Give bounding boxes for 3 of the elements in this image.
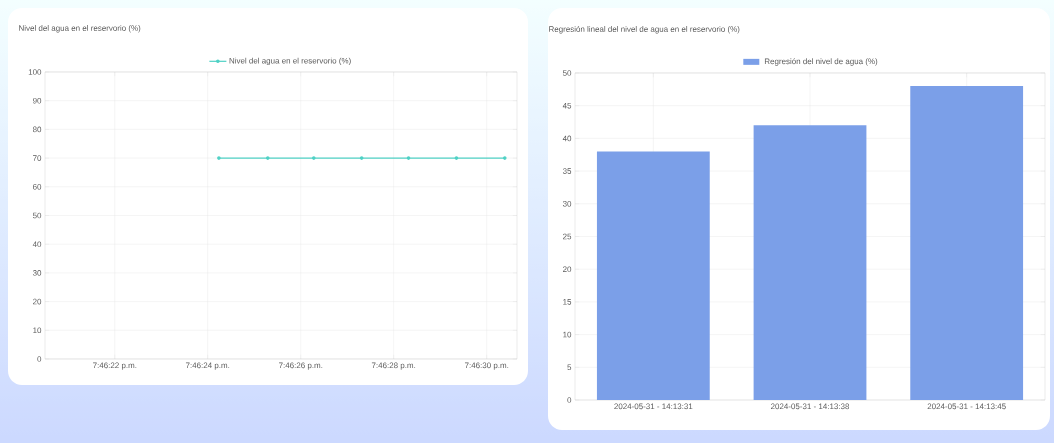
- bar: [596, 151, 710, 400]
- bar: [753, 125, 867, 400]
- bar: [910, 86, 1024, 400]
